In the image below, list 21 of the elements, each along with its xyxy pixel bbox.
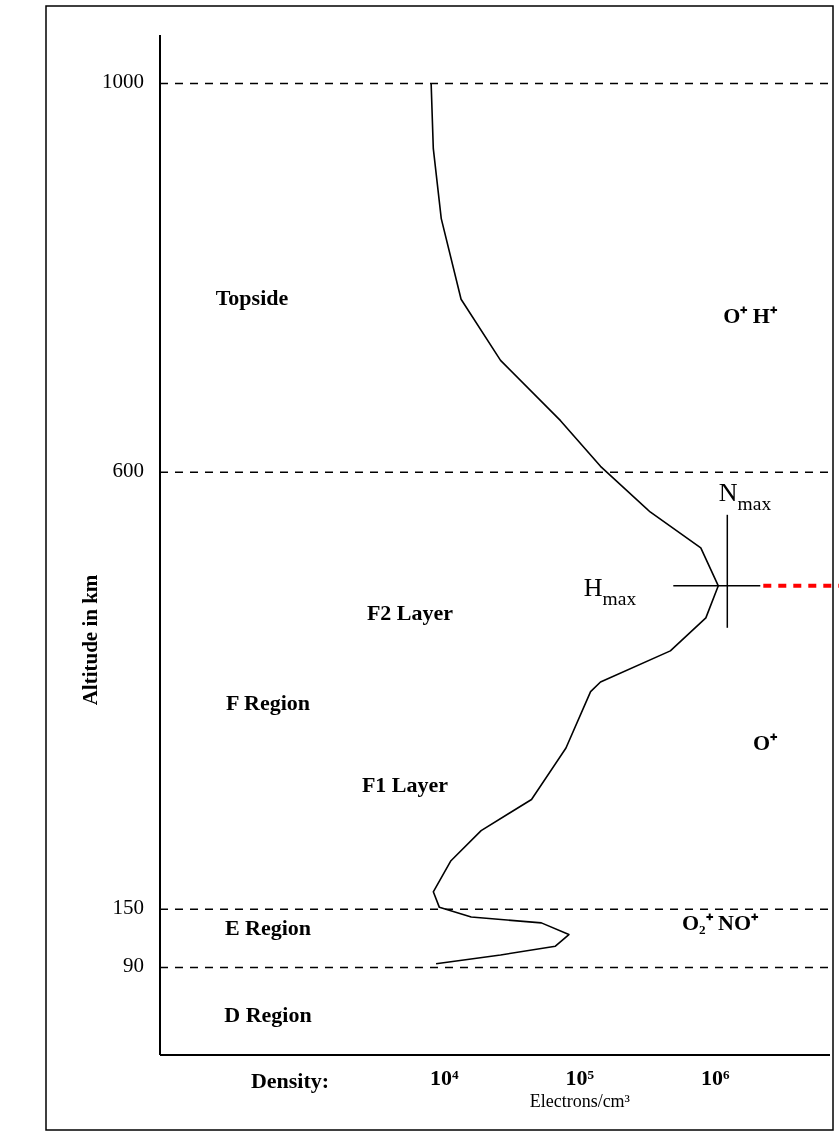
annotation: F1 Layer bbox=[361, 772, 449, 798]
annotation: Topside bbox=[215, 285, 289, 311]
annotation: O⁺ bbox=[752, 730, 779, 756]
annotation: O⁺ H⁺ bbox=[723, 303, 778, 329]
y-axis-title: Altitude in km bbox=[78, 574, 102, 706]
x-axis-title: Electrons/cm³ bbox=[529, 1091, 631, 1111]
y-tick-label: 600 bbox=[112, 457, 144, 482]
annotation: F Region bbox=[225, 690, 311, 716]
y-tick-label: 90 bbox=[123, 953, 144, 978]
annotation: H$_{max}$ bbox=[583, 572, 637, 609]
annotation: D Region bbox=[224, 1002, 312, 1028]
x-tick-label: 10⁵ bbox=[565, 1065, 595, 1090]
annotation: F2 Layer bbox=[366, 600, 454, 626]
annotation: O₂⁺ NO⁺ bbox=[681, 910, 760, 936]
annotation: N$_{max}$ bbox=[718, 477, 772, 514]
x-tick-label: 10⁴ bbox=[429, 1065, 459, 1090]
x-tick-label: 10⁶ bbox=[701, 1065, 731, 1090]
y-tick-label: 1000 bbox=[102, 69, 144, 94]
annotation: E Region bbox=[224, 915, 312, 941]
text: Density: bbox=[250, 1068, 330, 1094]
y-tick-label: 150 bbox=[112, 895, 144, 920]
